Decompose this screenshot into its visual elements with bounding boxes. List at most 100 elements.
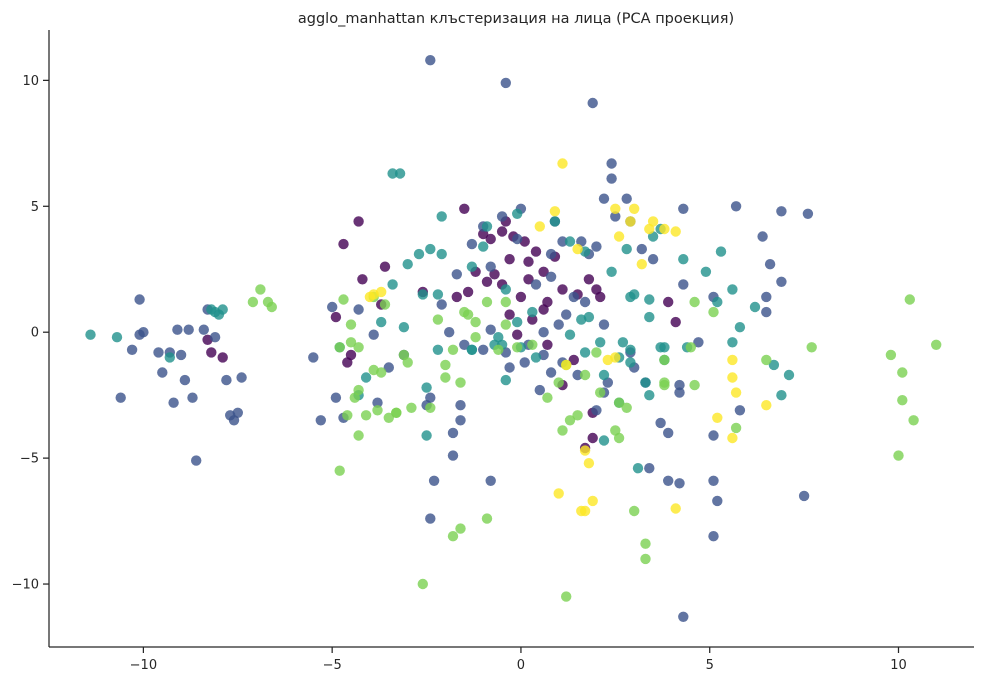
data-point-cluster-2-78	[360, 372, 372, 383]
data-point-cluster-0-11	[538, 266, 549, 277]
data-point-cluster-0-10	[523, 274, 534, 285]
data-point-cluster-0-31	[338, 238, 349, 250]
data-point-cluster-1-15	[228, 415, 240, 426]
data-point-cluster-0-49	[345, 349, 357, 361]
data-point-cluster-2-41	[466, 344, 478, 355]
data-point-cluster-2-61	[700, 266, 712, 277]
data-point-cluster-3-18	[425, 402, 436, 413]
data-point-cluster-2-70	[629, 289, 640, 300]
data-point-cluster-3-27	[455, 377, 466, 388]
y-tick-label: 5	[31, 200, 39, 215]
data-point-cluster-4-12	[572, 243, 583, 255]
data-point-cluster-2-12	[436, 248, 447, 260]
data-point-cluster-3-39	[595, 387, 606, 398]
data-point-cluster-2-39	[421, 382, 432, 393]
data-point-cluster-0-39	[496, 226, 508, 237]
data-point-cluster-2-43	[530, 352, 542, 363]
data-point-cluster-4-1	[549, 206, 561, 217]
data-point-cluster-2-17	[564, 236, 576, 247]
data-point-cluster-0-38	[217, 352, 228, 363]
data-point-cluster-2-50	[644, 390, 655, 401]
data-point-cluster-2-27	[527, 306, 538, 318]
data-point-cluster-2-59	[727, 284, 738, 295]
data-point-cluster-3-7	[334, 342, 345, 353]
data-point-cluster-1-37	[447, 427, 459, 439]
data-point-cluster-3-62	[931, 339, 942, 350]
data-point-cluster-4-15	[364, 291, 376, 303]
data-point-cluster-2-20	[398, 322, 410, 333]
data-point-cluster-1-54	[678, 203, 689, 214]
x-tick-label: 10	[890, 658, 907, 673]
data-point-cluster-4-5	[629, 203, 640, 214]
data-point-cluster-1-10	[209, 332, 221, 343]
data-point-cluster-3-19	[334, 465, 345, 476]
data-point-cluster-2-7	[387, 168, 398, 179]
data-point-cluster-2-9	[436, 211, 447, 222]
data-point-cluster-1-100	[561, 309, 572, 320]
data-point-cluster-2-14	[481, 221, 493, 232]
data-point-cluster-2-71	[617, 337, 629, 348]
y-tick-label: −10	[12, 578, 39, 593]
data-point-cluster-3-72	[470, 316, 481, 328]
data-point-cluster-0-33	[357, 274, 368, 285]
data-point-cluster-2-8	[394, 168, 406, 179]
data-point-cluster-0-24	[542, 339, 553, 350]
data-point-cluster-3-71	[462, 309, 474, 320]
data-point-cluster-4-2	[534, 221, 545, 232]
data-point-cluster-3-13	[372, 405, 383, 416]
data-point-cluster-1-61	[776, 276, 787, 287]
data-point-cluster-1-23	[308, 352, 319, 363]
data-point-cluster-1-106	[478, 344, 489, 355]
data-point-cluster-2-73	[655, 342, 666, 353]
data-point-cluster-2-72	[625, 344, 636, 355]
data-point-cluster-4-19	[761, 400, 772, 411]
data-point-cluster-3-25	[455, 523, 466, 534]
data-point-cluster-3-58	[897, 395, 908, 406]
data-point-cluster-2-40	[421, 430, 432, 441]
data-point-cluster-1-4	[183, 324, 194, 335]
data-point-cluster-2-0	[85, 329, 96, 340]
data-point-cluster-0-45	[663, 296, 674, 308]
data-point-cluster-2-28	[512, 316, 523, 328]
data-point-cluster-4-26	[553, 488, 564, 499]
data-point-cluster-1-22	[134, 329, 145, 340]
data-point-cluster-4-8	[647, 216, 659, 227]
data-point-cluster-2-62	[678, 254, 689, 265]
data-point-cluster-1-50	[606, 158, 617, 169]
data-point-cluster-3-28	[447, 344, 459, 355]
x-tick-label: −5	[323, 658, 342, 673]
data-point-cluster-1-35	[455, 400, 466, 411]
data-point-cluster-3-37	[572, 410, 583, 421]
data-point-cluster-1-111	[327, 301, 338, 313]
data-point-cluster-1-105	[459, 339, 470, 350]
data-point-cluster-1-117	[647, 254, 659, 265]
data-point-cluster-1-73	[708, 475, 719, 486]
data-point-cluster-3-5	[345, 319, 357, 330]
data-point-cluster-3-59	[893, 450, 904, 461]
data-point-cluster-1-24	[315, 415, 326, 426]
data-point-cluster-2-49	[640, 377, 651, 388]
data-point-cluster-4-16	[727, 354, 738, 366]
data-point-cluster-3-14	[360, 410, 372, 421]
data-point-cluster-4-21	[727, 432, 738, 444]
data-point-cluster-1-57	[776, 206, 787, 217]
data-point-cluster-2-13	[478, 241, 489, 252]
data-point-cluster-3-22	[391, 407, 402, 418]
data-point-cluster-1-96	[504, 362, 515, 373]
data-point-cluster-3-57	[897, 367, 908, 378]
data-point-cluster-2-19	[417, 289, 428, 300]
data-point-cluster-1-62	[761, 291, 772, 303]
data-point-cluster-2-30	[579, 347, 591, 358]
data-point-cluster-3-61	[904, 294, 915, 305]
data-point-cluster-3-12	[349, 392, 360, 403]
data-point-cluster-1-66	[674, 379, 685, 391]
data-point-cluster-2-15	[512, 208, 523, 219]
data-point-cluster-1-69	[663, 427, 674, 439]
data-point-cluster-1-19	[187, 392, 198, 403]
data-point-cluster-4-17	[727, 372, 738, 383]
data-point-cluster-1-86	[572, 369, 583, 381]
data-point-cluster-1-103	[598, 319, 610, 330]
data-point-cluster-3-69	[402, 357, 413, 368]
data-point-cluster-1-102	[579, 296, 591, 308]
data-point-cluster-4-0	[557, 158, 568, 169]
